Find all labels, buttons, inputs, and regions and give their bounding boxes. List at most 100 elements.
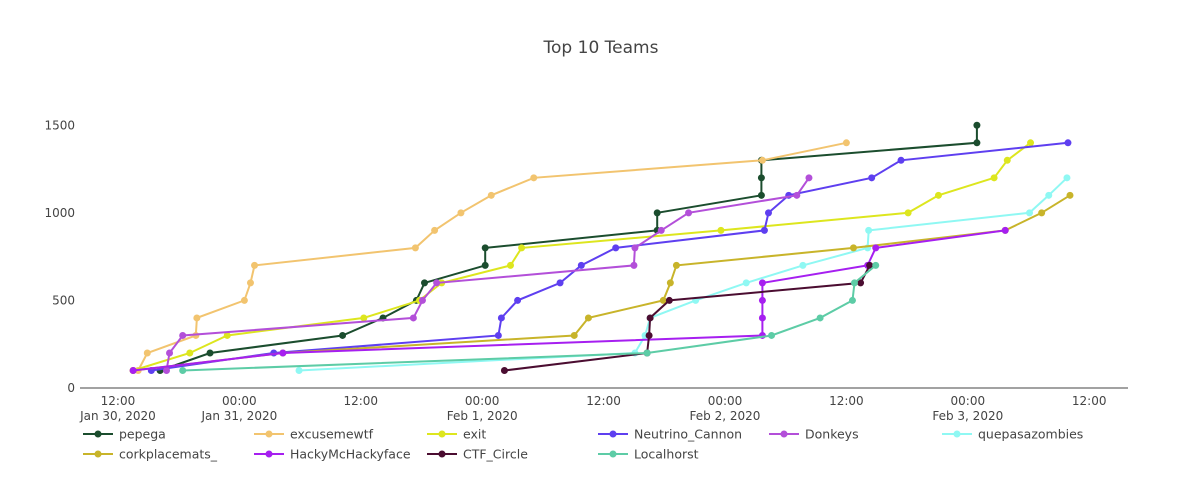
data-point[interactable]: [1001, 226, 1009, 234]
data-point[interactable]: [1066, 191, 1074, 199]
data-point[interactable]: [665, 296, 673, 304]
data-point[interactable]: [420, 279, 428, 287]
data-point[interactable]: [973, 139, 981, 147]
data-point[interactable]: [179, 366, 187, 374]
data-point[interactable]: [514, 296, 522, 304]
data-point[interactable]: [279, 349, 287, 357]
data-point[interactable]: [166, 349, 174, 357]
data-point[interactable]: [659, 296, 667, 304]
data-point[interactable]: [857, 279, 865, 287]
data-point[interactable]: [431, 226, 439, 234]
data-point[interactable]: [758, 314, 766, 322]
legend-item-corkplacemats_[interactable]: corkplacemats_: [83, 447, 218, 462]
legend-item-Neutrino_Cannon[interactable]: Neutrino_Cannon: [598, 427, 742, 442]
data-point[interactable]: [487, 191, 495, 199]
data-point[interactable]: [584, 314, 592, 322]
data-point[interactable]: [990, 174, 998, 182]
data-point[interactable]: [742, 279, 750, 287]
data-point[interactable]: [630, 261, 638, 269]
data-point[interactable]: [842, 139, 850, 147]
data-point[interactable]: [848, 296, 856, 304]
data-point[interactable]: [768, 331, 776, 339]
data-point[interactable]: [631, 244, 639, 252]
data-point[interactable]: [973, 121, 981, 129]
data-point[interactable]: [163, 366, 171, 374]
data-point[interactable]: [805, 174, 813, 182]
data-point[interactable]: [666, 279, 674, 287]
data-point[interactable]: [657, 226, 665, 234]
data-point[interactable]: [518, 244, 526, 252]
data-point[interactable]: [530, 174, 538, 182]
data-point[interactable]: [612, 244, 620, 252]
data-point[interactable]: [897, 156, 905, 164]
data-point[interactable]: [646, 314, 654, 322]
data-point[interactable]: [793, 191, 801, 199]
data-point[interactable]: [653, 209, 661, 217]
data-point[interactable]: [497, 314, 505, 322]
legend-item-Localhorst[interactable]: Localhorst: [598, 447, 699, 462]
data-point[interactable]: [816, 314, 824, 322]
data-point[interactable]: [758, 156, 766, 164]
data-point[interactable]: [757, 174, 765, 182]
data-point[interactable]: [1064, 139, 1072, 147]
data-point[interactable]: [193, 314, 201, 322]
data-point[interactable]: [904, 209, 912, 217]
data-point[interactable]: [1063, 174, 1071, 182]
data-point[interactable]: [717, 226, 725, 234]
data-point[interactable]: [494, 331, 502, 339]
data-point[interactable]: [1038, 209, 1046, 217]
data-point[interactable]: [934, 191, 942, 199]
data-point[interactable]: [223, 331, 231, 339]
data-point[interactable]: [643, 349, 651, 357]
data-point[interactable]: [672, 261, 680, 269]
data-point[interactable]: [865, 226, 873, 234]
data-point[interactable]: [481, 261, 489, 269]
data-point[interactable]: [500, 366, 508, 374]
data-point[interactable]: [129, 366, 137, 374]
data-point[interactable]: [570, 331, 578, 339]
data-point[interactable]: [685, 209, 693, 217]
data-point[interactable]: [506, 261, 514, 269]
data-point[interactable]: [143, 349, 151, 357]
data-point[interactable]: [1003, 156, 1011, 164]
data-point[interactable]: [251, 261, 259, 269]
data-point[interactable]: [868, 174, 876, 182]
data-point[interactable]: [339, 331, 347, 339]
data-point[interactable]: [645, 331, 653, 339]
data-point[interactable]: [179, 331, 187, 339]
data-point[interactable]: [1026, 209, 1034, 217]
data-point[interactable]: [760, 226, 768, 234]
data-point[interactable]: [360, 314, 368, 322]
legend-item-exit[interactable]: exit: [427, 427, 486, 442]
data-point[interactable]: [186, 349, 194, 357]
data-point[interactable]: [1045, 191, 1053, 199]
data-point[interactable]: [409, 314, 417, 322]
data-point[interactable]: [577, 261, 585, 269]
data-point[interactable]: [757, 191, 765, 199]
data-point[interactable]: [872, 244, 880, 252]
data-point[interactable]: [849, 244, 857, 252]
data-point[interactable]: [246, 279, 254, 287]
legend-item-Donkeys[interactable]: Donkeys: [769, 427, 859, 442]
legend-item-pepega[interactable]: pepega: [83, 427, 166, 442]
data-point[interactable]: [866, 261, 874, 269]
data-point[interactable]: [418, 296, 426, 304]
data-point[interactable]: [872, 261, 880, 269]
data-point[interactable]: [481, 244, 489, 252]
data-point[interactable]: [764, 209, 772, 217]
data-point[interactable]: [240, 296, 248, 304]
data-point[interactable]: [799, 261, 807, 269]
data-point[interactable]: [758, 279, 766, 287]
data-point[interactable]: [850, 279, 858, 287]
data-point[interactable]: [457, 209, 465, 217]
legend-item-quepasazombies[interactable]: quepasazombies: [942, 427, 1083, 442]
data-point[interactable]: [206, 349, 214, 357]
data-point[interactable]: [295, 366, 303, 374]
legend-item-HackyMcHackyface[interactable]: HackyMcHackyface: [254, 447, 411, 462]
legend-item-CTF_Circle[interactable]: CTF_Circle: [427, 447, 528, 462]
data-point[interactable]: [1027, 139, 1035, 147]
data-point[interactable]: [758, 296, 766, 304]
legend-item-excusemewtf[interactable]: excusemewtf: [254, 427, 374, 442]
data-point[interactable]: [433, 279, 441, 287]
data-point[interactable]: [411, 244, 419, 252]
